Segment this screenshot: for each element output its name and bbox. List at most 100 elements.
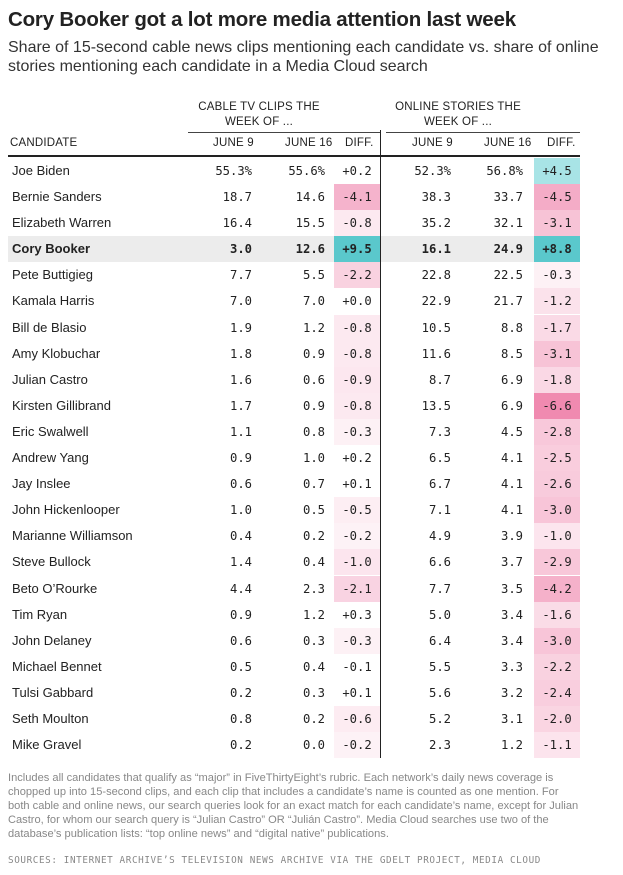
candidate-name: John Delaney (12, 632, 92, 648)
cable-june9-cell: 1.9 (229, 320, 252, 335)
cable-june16-cell: 0.4 (302, 555, 325, 570)
candidate-name: Pete Buttigieg (12, 267, 93, 283)
cable-diff-cell: -0.1 (342, 659, 372, 674)
online-june9-cell: 5.6 (428, 685, 451, 700)
online-june16-cell: 24.9 (493, 242, 523, 257)
online-june9-cell: 11.6 (421, 346, 451, 361)
online-june9-cell: 5.5 (428, 659, 451, 674)
cable-june16-cell: 0.9 (302, 398, 325, 413)
cable-june16-cell: 15.5 (295, 216, 325, 231)
online-diff-cell: -6.6 (534, 392, 580, 419)
cable-june16-cell: 1.2 (302, 607, 325, 622)
table-row: Cory Booker 3.0 12.6 +9.5 16.1 24.9 +8.8 (8, 236, 580, 263)
cable-june9-cell: 0.2 (229, 738, 252, 753)
online-june9-cell: 7.3 (428, 424, 451, 439)
candidate-name: Tulsi Gabbard (12, 684, 94, 700)
online-diff-cell: -1.6 (534, 601, 580, 628)
online-june16-cell: 3.2 (500, 685, 523, 700)
table-row: Steve Bullock 1.4 0.4 -1.0 6.6 3.7 -2.9 (8, 549, 580, 576)
cable-diff-cell: -0.5 (334, 497, 380, 524)
online-june9-cell: 7.1 (428, 503, 451, 518)
cable-june9-cell: 55.3% (215, 164, 252, 178)
cable-june16-cell: 0.9 (302, 346, 325, 361)
column-header-online-june9: JUNE 9 (412, 137, 453, 149)
table-row: Marianne Williamson 0.4 0.2 -0.2 4.9 3.9 -1.0 (8, 523, 580, 550)
online-june16-cell: 32.1 (493, 216, 523, 231)
online-june16-cell: 3.7 (500, 555, 523, 570)
candidate-name: Beto O’Rourke (12, 580, 98, 596)
cable-diff-cell: -0.3 (334, 627, 380, 654)
online-june16-cell: 4.5 (500, 424, 523, 439)
candidate-name: Marianne Williamson (12, 528, 133, 544)
table-row: Kamala Harris 7.0 7.0 +0.0 22.9 21.7 -1.2 (8, 288, 580, 315)
sources: SOURCES: INTERNET ARCHIVE’S TELEVISION N… (8, 855, 541, 866)
online-june16-cell: 3.9 (500, 529, 523, 544)
table-row: Tim Ryan 0.9 1.2 +0.3 5.0 3.4 -1.6 (8, 601, 580, 628)
online-june16-cell: 8.5 (500, 346, 523, 361)
cable-diff-cell: -2.2 (334, 262, 380, 289)
online-june9-cell: 5.2 (428, 711, 451, 726)
table-row: John Hickenlooper 1.0 0.5 -0.5 7.1 4.1 -3.0 (8, 497, 580, 524)
candidate-name: Bernie Sanders (12, 189, 102, 205)
table-row: Amy Klobuchar 1.8 0.9 -0.8 11.6 8.5 -3.1 (8, 340, 580, 367)
online-group-header-line2: WEEK OF ... (423, 116, 492, 128)
table-row: Julian Castro 1.6 0.6 -0.9 8.7 6.9 -1.8 (8, 366, 580, 393)
cable-june9-cell: 0.6 (229, 477, 252, 492)
cable-june9-cell: 7.0 (229, 294, 252, 309)
cable-june9-cell: 0.9 (229, 451, 252, 466)
table-row: Tulsi Gabbard 0.2 0.3 +0.1 5.6 3.2 -2.4 (8, 679, 580, 706)
candidate-name: Amy Klobuchar (12, 345, 101, 361)
online-june16-cell: 4.1 (500, 503, 523, 518)
candidate-name: Tim Ryan (12, 606, 68, 622)
online-diff-cell: -1.0 (534, 523, 580, 550)
online-diff-cell: -4.5 (534, 184, 580, 211)
cable-june9-cell: 1.0 (229, 503, 252, 518)
online-group-header-line1: ONLINE STORIES THE (395, 101, 521, 113)
candidate-name: Andrew Yang (12, 450, 89, 466)
candidate-name: Steve Bullock (12, 554, 91, 570)
column-header-cable-june9: JUNE 9 (213, 137, 254, 149)
online-june16-cell: 3.1 (500, 711, 523, 726)
cable-diff-cell: +0.1 (342, 685, 372, 700)
online-june9-cell: 6.4 (428, 633, 451, 648)
online-june16-cell: 21.7 (493, 294, 523, 309)
online-diff-cell: -3.0 (534, 497, 580, 524)
online-diff-cell: -1.1 (534, 732, 580, 759)
cable-june9-cell: 0.8 (229, 711, 252, 726)
column-header-online-june16: JUNE 16 (484, 137, 532, 149)
table-row: Beto O’Rourke 4.4 2.3 -2.1 7.7 3.5 -4.2 (8, 575, 580, 602)
cable-june9-cell: 0.6 (229, 633, 252, 648)
online-june16-cell: 3.4 (500, 633, 523, 648)
online-june9-cell: 5.0 (428, 607, 451, 622)
online-june16-cell: 6.9 (500, 398, 523, 413)
online-june9-cell: 52.3% (414, 164, 451, 178)
online-june9-cell: 22.9 (421, 294, 451, 309)
online-june9-cell: 2.3 (428, 738, 451, 753)
cable-diff-cell: +0.1 (342, 477, 372, 492)
table-row: Andrew Yang 0.9 1.0 +0.2 6.5 4.1 -2.5 (8, 445, 580, 472)
cable-diff-cell: -0.2 (334, 523, 380, 550)
table-row: Bernie Sanders 18.7 14.6 -4.1 38.3 33.7 -4.5 (8, 184, 580, 211)
cable-june16-cell: 0.7 (302, 477, 325, 492)
cable-june16-cell: 5.5 (302, 268, 325, 283)
online-june9-cell: 16.1 (421, 242, 451, 257)
cable-diff-cell: +0.3 (342, 607, 372, 622)
cable-june9-cell: 3.0 (229, 242, 252, 257)
online-june16-cell: 4.1 (500, 477, 523, 492)
cable-diff-cell: -0.8 (334, 210, 380, 237)
candidate-name: Mike Gravel (12, 737, 82, 753)
online-group-rule (386, 132, 580, 133)
chart-title: Cory Booker got a lot more media attenti… (8, 8, 516, 31)
table-row: Pete Buttigieg 7.7 5.5 -2.2 22.8 22.5 -0.3 (8, 262, 580, 289)
online-diff-cell: -2.8 (534, 418, 580, 445)
group-divider (380, 130, 381, 758)
online-june16-cell: 3.4 (500, 607, 523, 622)
column-header-cable-june16: JUNE 16 (285, 137, 333, 149)
table-row: John Delaney 0.6 0.3 -0.3 6.4 3.4 -3.0 (8, 627, 580, 654)
cable-june16-cell: 1.0 (302, 451, 325, 466)
cable-june16-cell: 0.8 (302, 424, 325, 439)
online-diff-cell: -1.8 (534, 366, 580, 393)
cable-diff-cell: -0.9 (334, 366, 380, 393)
cable-june9-cell: 0.9 (229, 607, 252, 622)
header-rule (8, 155, 580, 157)
